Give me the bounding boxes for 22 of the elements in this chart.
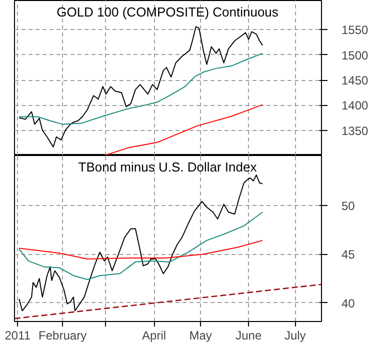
x-tick-label: July bbox=[284, 328, 306, 342]
line-series bbox=[18, 212, 264, 280]
y-tick-label: 40 bbox=[342, 296, 356, 310]
line-series bbox=[18, 174, 264, 312]
y-tick-label: 1450 bbox=[342, 74, 369, 88]
x-tick-label: April bbox=[142, 328, 166, 342]
y-tick-label: 50 bbox=[342, 198, 356, 213]
x-tick-label: May bbox=[189, 328, 212, 342]
line-series bbox=[18, 26, 264, 148]
chart-title: TBond minus U.S. Dollar Index bbox=[78, 160, 258, 174]
line-series bbox=[104, 104, 264, 155]
y-tick-label: 1350 bbox=[342, 124, 369, 138]
y-tick-label: 1400 bbox=[342, 98, 369, 113]
line-series bbox=[18, 52, 264, 125]
y-tick-label: 1500 bbox=[342, 48, 369, 62]
x-tick-label: June bbox=[236, 328, 262, 342]
x-tick-label: 2011 bbox=[4, 328, 31, 342]
x-tick-label: February bbox=[38, 328, 87, 342]
y-tick-label: 1550 bbox=[342, 23, 369, 38]
line-series bbox=[18, 240, 264, 260]
y-tick-label: 45 bbox=[342, 248, 356, 262]
chart-title: GOLD 100 (COMPOSITE) Continuous bbox=[56, 4, 279, 20]
